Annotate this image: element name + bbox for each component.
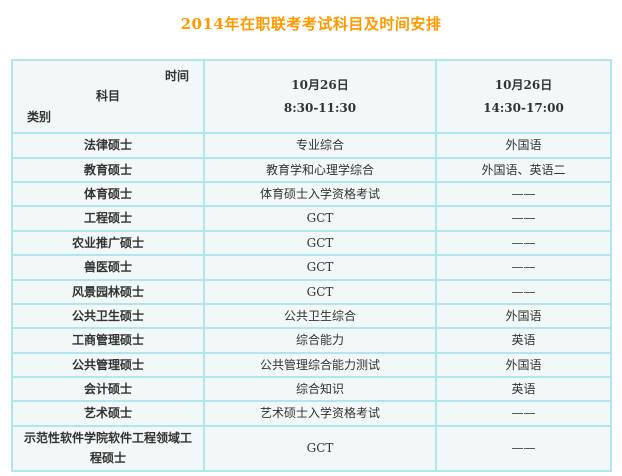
category-cell: 教育硕士 — [11, 156, 205, 183]
table-row: 公共管理硕士 公共管理综合能力测试 外国语 — [11, 351, 612, 379]
category-cell: 艺术硕士 — [11, 400, 205, 427]
afternoon-subject-cell: —— — [435, 180, 612, 208]
afternoon-subject-cell: —— — [435, 424, 612, 472]
morning-subject-cell: 公共管理综合能力测试 — [203, 351, 437, 379]
table-row: 兽医硕士 GCT —— — [11, 254, 612, 281]
table-row: 法律硕士 专业综合 外国语 — [11, 132, 612, 159]
category-cell: 风景园林硕士 — [11, 278, 205, 305]
corner-header-cell: 时间 科目 类别 — [11, 58, 205, 135]
category-cell: 会计硕士 — [11, 376, 205, 403]
category-cell: 体育硕士 — [11, 180, 205, 208]
table-row: 会计硕士 综合知识 英语 — [11, 376, 612, 403]
afternoon-subject-cell: 外国语 — [435, 302, 612, 330]
corner-header-labels: 时间 科目 类别 — [27, 66, 189, 127]
morning-subject-cell: GCT — [203, 254, 437, 281]
table-row: 教育硕士 教育学和心理学综合 外国语、英语二 — [11, 156, 612, 183]
morning-subject-cell: GCT — [203, 229, 437, 257]
category-cell: 工程硕士 — [11, 205, 205, 232]
morning-session-date: 10月26日 — [291, 77, 349, 92]
table-row: 风景园林硕士 GCT —— — [11, 278, 612, 305]
morning-subject-cell: GCT — [203, 205, 437, 232]
category-cell: 工商管理硕士 — [11, 327, 205, 354]
afternoon-subject-cell: 外国语 — [435, 132, 612, 159]
corner-subject-label: 科目 — [95, 89, 120, 104]
table-row: 示范性软件学院软件工程领域工程硕士 GCT —— — [11, 424, 612, 472]
afternoon-subject-cell: —— — [435, 254, 612, 281]
morning-subject-cell: 教育学和心理学综合 — [203, 156, 437, 183]
afternoon-subject-cell: 英语 — [435, 327, 612, 354]
category-cell: 兽医硕士 — [11, 254, 205, 281]
morning-subject-cell: 艺术硕士入学资格考试 — [203, 400, 437, 427]
morning-subject-cell: 体育硕士入学资格考试 — [203, 180, 437, 208]
corner-category-label: 类别 — [27, 109, 52, 124]
afternoon-session-time: 14:30-17:00 — [483, 100, 564, 115]
corner-time-label: 时间 — [164, 69, 189, 83]
category-cell: 法律硕士 — [11, 132, 205, 159]
afternoon-subject-cell: 外国语 — [435, 351, 612, 379]
table-row: 体育硕士 体育硕士入学资格考试 —— — [11, 180, 612, 208]
morning-subject-cell: 专业综合 — [203, 132, 437, 159]
afternoon-subject-cell: 外国语、英语二 — [435, 156, 612, 183]
afternoon-subject-cell: —— — [435, 205, 612, 232]
table-row: 艺术硕士 艺术硕士入学资格考试 —— — [11, 400, 612, 427]
category-cell: 公共管理硕士 — [11, 351, 205, 379]
afternoon-subject-cell: —— — [435, 400, 612, 427]
table-row: 工商管理硕士 综合能力 英语 — [11, 327, 612, 354]
category-cell: 公共卫生硕士 — [11, 302, 205, 330]
morning-session-time: 8:30-11:30 — [283, 100, 357, 115]
category-cell: 农业推广硕士 — [11, 229, 205, 257]
afternoon-subject-cell: 英语 — [435, 376, 612, 403]
table-row: 公共卫生硕士 公共卫生综合 外国语 — [11, 302, 612, 330]
table-body: 法律硕士 专业综合 外国语 教育硕士 教育学和心理学综合 外国语、英语二 体育硕士 体育硕士入… — [11, 132, 612, 472]
table-row: 农业推广硕士 GCT —— — [11, 229, 612, 257]
afternoon-session-date: 10月26日 — [494, 77, 553, 92]
afternoon-subject-cell: —— — [435, 229, 612, 257]
afternoon-subject-cell: —— — [435, 278, 612, 305]
category-cell: 示范性软件学院软件工程领域工程硕士 — [11, 424, 205, 472]
page-title: 2014年在职联考考试科目及时间安排 — [180, 15, 442, 33]
morning-subject-cell: 公共卫生综合 — [203, 302, 437, 330]
table-header-row: 时间 科目 类别 10月26日 8:30-11:30 10月26日 14:30-… — [11, 58, 612, 135]
afternoon-session-header: 10月26日 14:30-17:00 — [435, 58, 612, 135]
morning-subject-cell: 综合知识 — [203, 376, 437, 403]
morning-subject-cell: 综合能力 — [203, 327, 437, 354]
morning-subject-cell: GCT — [203, 424, 437, 472]
morning-session-header: 10月26日 8:30-11:30 — [203, 58, 437, 135]
morning-subject-cell: GCT — [203, 278, 437, 305]
exam-schedule-table: 时间 科目 类别 10月26日 8:30-11:30 10月26日 14:30-… — [11, 58, 612, 472]
table-row: 工程硕士 GCT —— — [11, 205, 612, 232]
